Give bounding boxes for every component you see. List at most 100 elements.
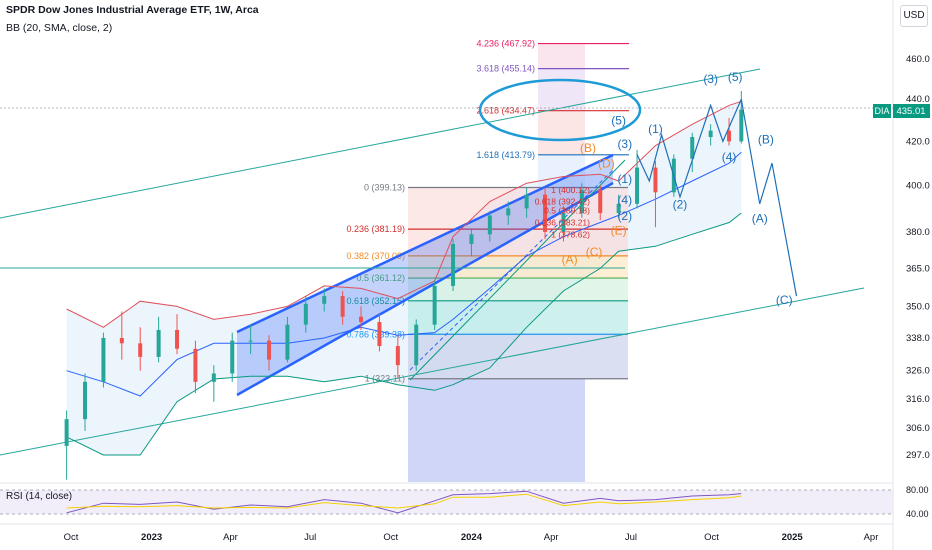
fib-level-label: 0.382 (370.09) [346,251,405,261]
candle-body [543,194,548,232]
candle-body [653,167,658,193]
ascending-channel-fill [237,155,613,395]
wave-label: (E) [611,223,627,237]
fib-level-label: 0 (399.13) [364,182,405,192]
currency-button[interactable]: USD [900,5,928,27]
fib-zone [538,110,585,155]
trend-line [409,159,626,381]
rsi-label: RSI (14, close) [6,491,73,502]
fib-level-label: 3.618 (455.14) [476,64,535,74]
candle-body [322,296,327,304]
wave-label: (1) [648,122,663,136]
price-tick-label: 326.0 [906,366,930,377]
time-tick-label: Oct [383,532,398,543]
time-tick-label: Jul [625,532,637,543]
wave-label: (3) [703,72,718,86]
fib-level-label: 0.5 (361.12) [356,273,405,283]
impulse-wave-path [636,98,742,199]
rsi-line [66,490,742,514]
time-tick-label: Oct [64,532,79,543]
wave-label: (B) [758,133,774,147]
price-tick-label: 400.0 [906,181,930,192]
channel-upper-line [236,153,614,334]
price-tick-label: 440.0 [906,94,930,105]
time-tick-label: Jul [304,532,316,543]
fib-zone [538,68,585,111]
time-tick-label: Apr [544,532,559,543]
candle-body [395,346,400,366]
candle-body [138,343,143,357]
last-price-symbol-bg [873,104,891,118]
fib-level-label: 4.236 (467.92) [476,39,535,49]
time-tick-label: 2023 [141,532,162,543]
time-tick-label: 2024 [461,532,483,543]
candle-body [230,340,235,374]
candle-body [248,340,253,342]
candle-body [64,419,69,446]
wave-label: (D) [598,157,615,171]
fib-zone-lower [408,378,585,482]
fib-level-label: 1 (323.11) [365,374,405,384]
wave-label: (C) [776,293,793,307]
fib-level-label: 0.236 (381.19) [346,224,405,234]
price-tick-label: 338.0 [906,333,930,344]
inner-fib-label: 0.618 (392.42) [535,196,590,206]
wave-label: (4) [617,193,632,207]
candle-body [561,213,566,232]
indicator-label: BB (20, SMA, close, 2) [6,22,113,34]
last-price-symbol: DIA [874,106,889,116]
price-tick-label: 316.0 [906,394,930,405]
candle-body [524,194,529,209]
fib-level-label: 2.618 (434.47) [476,106,535,116]
candle-body [83,381,88,420]
price-tick-label: 350.0 [906,301,930,312]
candle-body [211,373,216,382]
long-channel-lower [0,287,865,456]
price-tick-label: 306.0 [906,423,930,434]
candle-body [340,296,345,317]
fib-zone [538,43,585,69]
candle-body [690,137,695,159]
time-tick-label: 2025 [782,532,804,543]
inner-fib-label: 0.5 (389.18) [544,206,590,216]
candle-body [579,190,584,214]
price-tick-label: 365.0 [906,263,930,274]
wave-label: (B) [580,141,596,155]
fib-level-label: 0.786 (339.38) [346,329,405,339]
candle-body [175,329,180,349]
wave-label: (5) [611,113,626,127]
channel-lower-line [236,181,614,397]
price-tick-label: 420.0 [906,136,930,147]
wave-label: (A) [562,252,578,266]
inner-fib-label: 0.236 (383.21) [535,217,590,227]
candle-body [506,208,511,216]
bb-lower-line [66,212,742,456]
chart-title: SPDR Dow Jones Industrial Average ETF, 1… [6,4,259,16]
candle-body [727,130,732,142]
candle-body [285,324,290,360]
time-tick-label: Apr [223,532,238,543]
rsi-tick-label: 80.00 [906,485,929,495]
fib-level-label: 1.618 (413.79) [476,150,535,160]
projection-path [740,99,798,297]
wave-label: (C) [586,245,603,259]
fib-zone [408,334,628,379]
candle-body [359,316,364,323]
candle-body [193,348,198,382]
candle-body [156,329,161,357]
wave-label: (1) [617,172,632,186]
candle-body [451,243,456,286]
price-tick-label: 297.0 [906,450,930,461]
rsi-ma-line [66,493,742,509]
candle-body [616,203,621,214]
target-ellipse [478,78,642,142]
candle-body [119,337,124,344]
time-tick-label: Apr [864,532,879,543]
fib-zone [408,255,628,279]
candle-body [487,215,492,235]
fib-zone [408,278,628,301]
candle-body [739,109,744,142]
fib-zone [408,300,628,335]
